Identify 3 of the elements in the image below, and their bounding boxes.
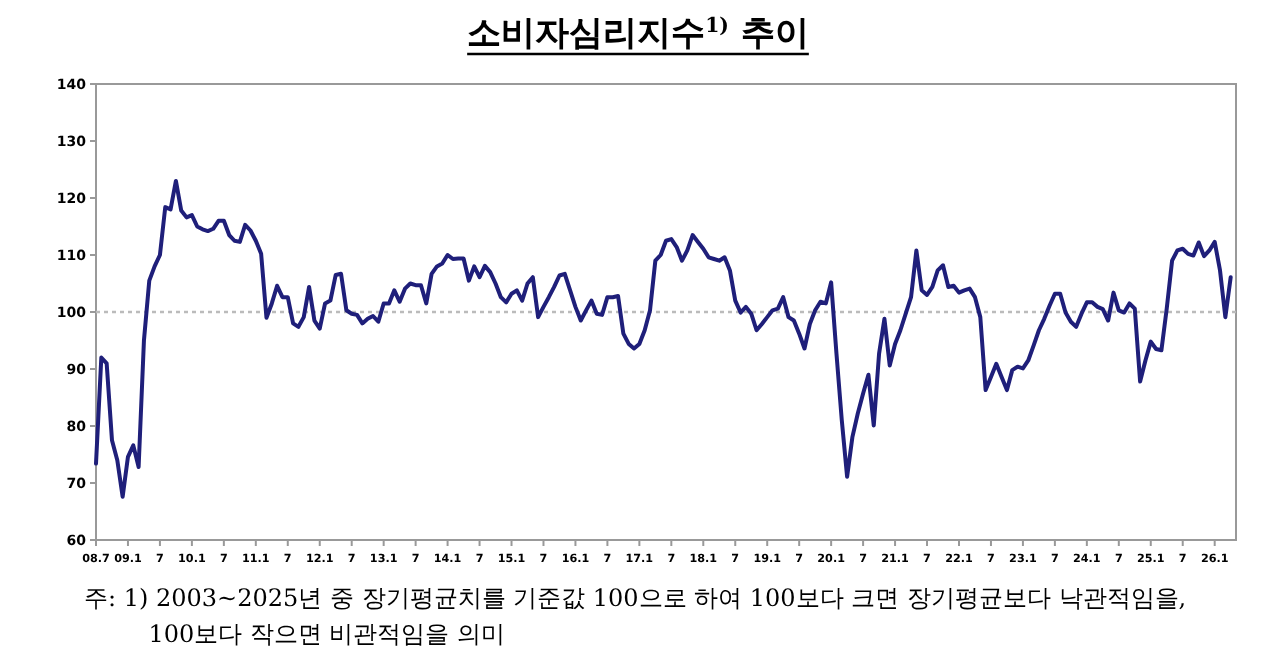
- chart-title: 소비자심리지수$^{1)}$ 추이: [467, 14, 809, 54]
- text: 주: 1) 2003~2025년 중 장기평균치를 기준값 100으로 하여 100보다 크면 장기평균보다 낙관적임을, 100보다 작으면 비관적임을 의미: [84, 584, 1187, 648]
- line-series: [94, 178, 1233, 499]
